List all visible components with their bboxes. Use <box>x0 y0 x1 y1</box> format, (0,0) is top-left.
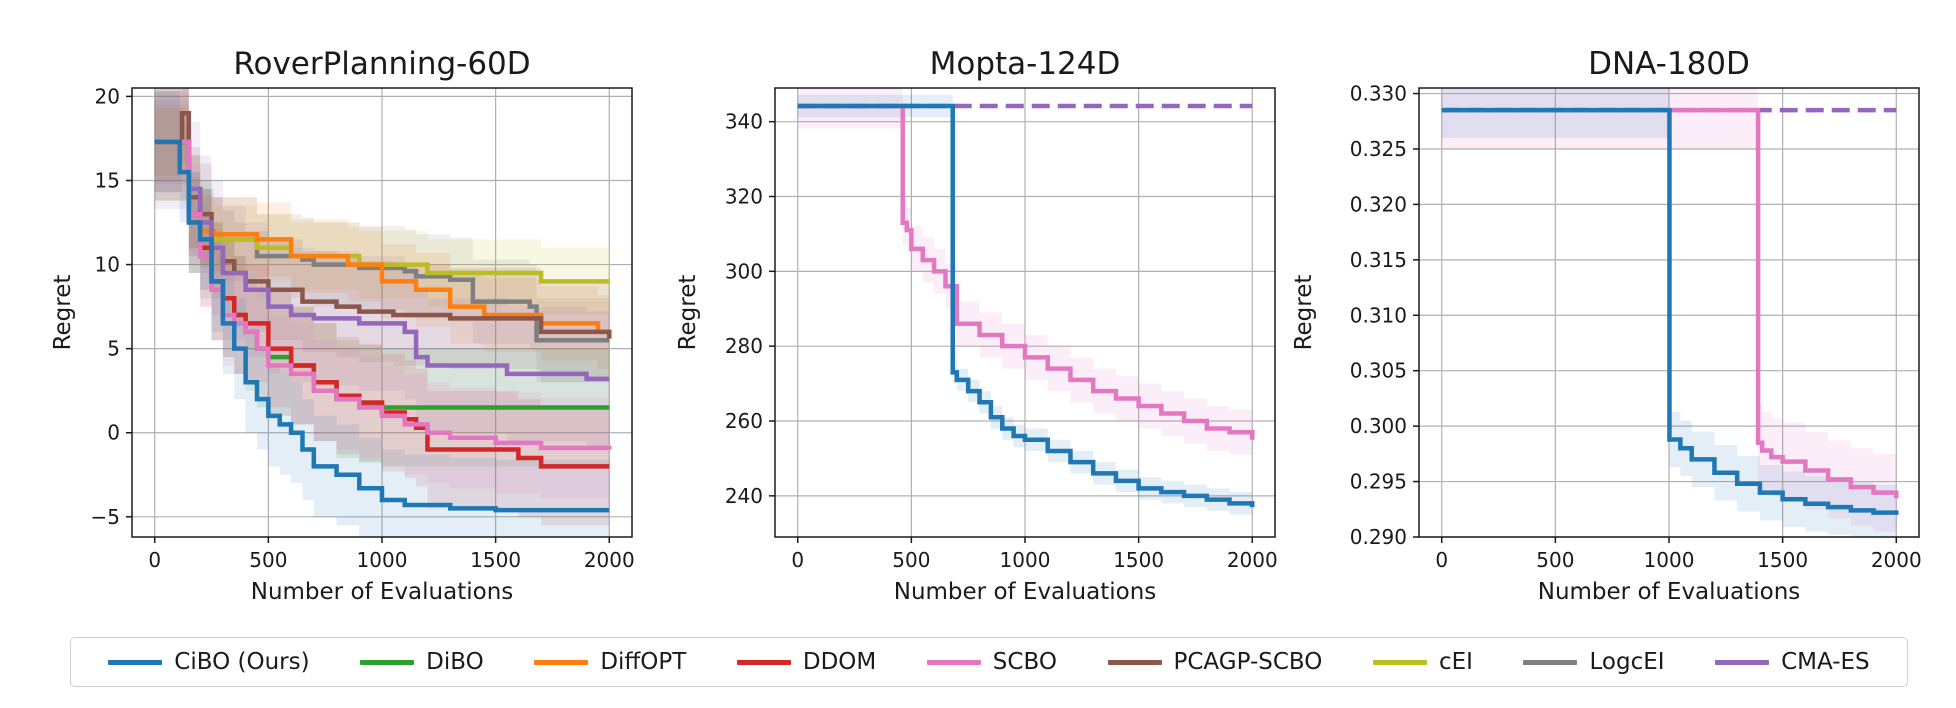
y-tick-label: 5 <box>107 337 120 361</box>
legend-swatch <box>1715 659 1770 665</box>
y-tick-label: 0.290 <box>1350 525 1407 549</box>
y-tick-label: 300 <box>725 259 763 283</box>
y-tick-label: 15 <box>95 168 120 192</box>
y-tick-label: 0.320 <box>1350 192 1407 216</box>
y-axis-label: Regret <box>50 275 76 351</box>
x-tick-label: 1000 <box>1000 548 1051 572</box>
legend-label: cEI <box>1438 649 1473 675</box>
legend-item-dibo: DiBO <box>360 649 484 675</box>
y-tick-label: 20 <box>95 84 120 108</box>
y-tick-label: 0.330 <box>1350 82 1407 106</box>
x-tick-label: 2000 <box>1227 548 1278 572</box>
y-tick-label: 260 <box>725 409 763 433</box>
legend-swatch <box>534 659 589 665</box>
legend-swatch <box>360 659 415 665</box>
legend-label: SCBO <box>992 649 1057 675</box>
y-axis-label: Regret <box>1291 275 1317 351</box>
y-tick-label: 320 <box>725 185 763 209</box>
legend-swatch <box>1107 659 1162 665</box>
legend-label: DDOM <box>802 649 877 675</box>
legend-label: LogcEI <box>1589 649 1665 675</box>
band-cibo-ours <box>797 94 1253 519</box>
band-scbo <box>1441 88 1897 537</box>
series-line-scbo <box>797 103 1255 440</box>
legend-label: CiBO (Ours) <box>174 649 310 675</box>
plot-area <box>1441 88 1899 537</box>
legend-item-cma-es: CMA-ES <box>1715 649 1870 675</box>
x-axis-label: Number of Evaluations <box>251 579 514 605</box>
series-line-cibo-ours <box>1441 107 1899 515</box>
band-cibo-ours <box>1441 88 1897 537</box>
legend-label: DiBO <box>426 649 484 675</box>
y-tick-label: 0.295 <box>1350 470 1407 494</box>
x-tick-label: 2000 <box>584 548 635 572</box>
legend-swatch <box>736 659 791 665</box>
plot-area <box>797 88 1255 519</box>
x-tick-label: 500 <box>892 548 930 572</box>
band-ddom <box>154 88 610 526</box>
legend-label: DiffOPT <box>600 649 687 675</box>
band-logcei <box>154 99 610 383</box>
y-tick-label: 0.310 <box>1350 303 1407 327</box>
legend-item-cei: cEI <box>1372 649 1473 675</box>
legend-swatch <box>1523 659 1578 665</box>
x-tick-label: 2000 <box>1871 548 1922 572</box>
x-tick-label: 1500 <box>1113 548 1164 572</box>
y-tick-label: 0.325 <box>1350 137 1407 161</box>
legend-label: CMA-ES <box>1781 649 1870 675</box>
chart-title: DNA-180D <box>1588 46 1750 82</box>
plot-area <box>154 88 612 537</box>
series-line-pcagp-scbo <box>154 110 612 339</box>
x-tick-label: 0 <box>791 548 804 572</box>
legend-swatch <box>1372 659 1427 665</box>
band-dibo <box>154 88 610 467</box>
x-tick-label: 1500 <box>1757 548 1808 572</box>
series-line-cibo-ours <box>154 139 610 513</box>
legend-label: PCAGP-SCBO <box>1173 649 1323 675</box>
legend-swatch <box>926 659 981 665</box>
chart-panel-mopta: 0 500 1000 1500 2000 240 260 280 300 320 340 Mopta-… <box>675 46 1278 605</box>
legend-item-diffopt: DiffOPT <box>534 649 686 675</box>
y-tick-label: 10 <box>95 253 120 277</box>
y-tick-label: 0.315 <box>1350 248 1407 272</box>
legend-item-ddom: DDOM <box>736 649 877 675</box>
legend-item-logcei: LogcEI <box>1523 649 1665 675</box>
x-axis-label: Number of Evaluations <box>1538 579 1801 605</box>
y-tick-label: 0.305 <box>1350 359 1407 383</box>
y-axis-label: Regret <box>675 275 701 351</box>
legend-item-cibo-ours: CiBO (Ours) <box>108 649 310 675</box>
x-tick-label: 500 <box>1536 548 1574 572</box>
legend-swatch <box>108 659 163 665</box>
legend-item-scbo: SCBO <box>926 649 1057 675</box>
legend: CiBO (Ours) DiBO DiffOPT DDOM SCBO PCAGP-SCBO… <box>70 637 1908 687</box>
x-axis-label: Number of Evaluations <box>894 579 1157 605</box>
series-line-scbo <box>1441 107 1899 499</box>
band-cei <box>154 108 610 316</box>
x-tick-label: 1500 <box>470 548 521 572</box>
x-tick-label: 1000 <box>1644 548 1695 572</box>
chart-title: Mopta-124D <box>930 46 1121 82</box>
y-tick-label: −5 <box>91 505 120 529</box>
x-tick-label: 0 <box>148 548 161 572</box>
y-tick-label: 280 <box>725 334 763 358</box>
band-cibo-ours <box>154 91 610 537</box>
legend-item-pcagp-scbo: PCAGP-SCBO <box>1107 649 1323 675</box>
series-line-cibo-ours <box>797 103 1255 508</box>
y-tick-label: 240 <box>725 484 763 508</box>
x-tick-label: 500 <box>249 548 287 572</box>
y-tick-label: 0.300 <box>1350 414 1407 438</box>
x-tick-label: 0 <box>1435 548 1448 572</box>
chart-panel-roverplanning: 0 500 1000 1500 2000 −5 0 5 10 15 20 RoverPlanning-… <box>50 46 635 605</box>
x-tick-label: 1000 <box>357 548 408 572</box>
y-tick-label: 340 <box>725 110 763 134</box>
chart-title: RoverPlanning-60D <box>233 46 530 82</box>
y-tick-label: 0 <box>107 421 120 445</box>
chart-panel-dna: 0 500 1000 1500 2000 0.290 0.295 0.300 0.305 0.31… <box>1291 46 1922 605</box>
